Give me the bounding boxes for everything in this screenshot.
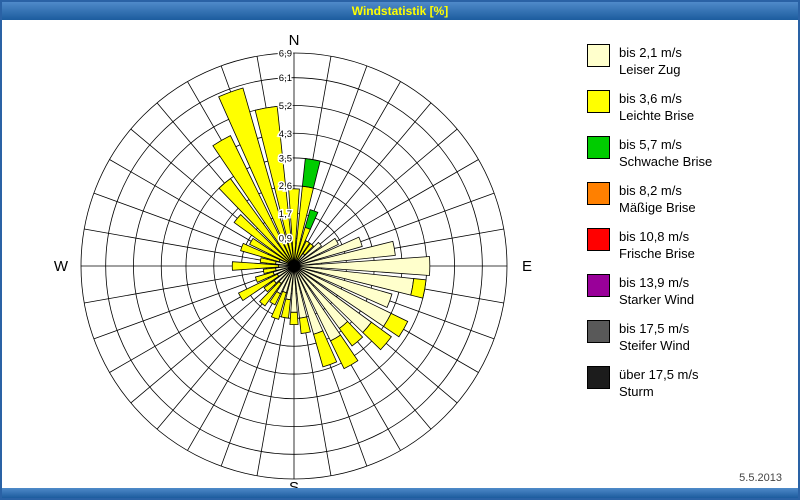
legend-wind-name: Leiser Zug	[619, 62, 681, 77]
legend-item: bis 17,5 m/s Steifer Wind	[587, 320, 712, 354]
legend-color-swatch	[587, 274, 610, 297]
legend-color-swatch	[587, 182, 610, 205]
legend-label: bis 5,7 m/s Schwache Brise	[619, 136, 712, 170]
legend-speed-range: über 17,5 m/s	[619, 367, 699, 382]
legend-wind-name: Sturm	[619, 384, 654, 399]
legend-speed-range: bis 5,7 m/s	[619, 137, 682, 152]
svg-text:2,6: 2,6	[279, 181, 292, 192]
legend-label: über 17,5 m/s Sturm	[619, 366, 699, 400]
legend-item: über 17,5 m/s Sturm	[587, 366, 712, 400]
legend-color-swatch	[587, 90, 610, 113]
legend-wind-name: Mäßige Brise	[619, 200, 696, 215]
legend-wind-name: Leichte Brise	[619, 108, 695, 123]
legend-label: bis 13,9 m/s Starker Wind	[619, 274, 694, 308]
legend-speed-range: bis 3,6 m/s	[619, 91, 682, 106]
legend-item: bis 10,8 m/s Frische Brise	[587, 228, 712, 262]
legend-speed-range: bis 10,8 m/s	[619, 229, 690, 244]
svg-text:4,3: 4,3	[279, 129, 292, 140]
legend-speed-range: bis 17,5 m/s	[619, 321, 690, 336]
window-title: Windstatistik [%]	[351, 4, 449, 18]
window-titlebar: Windstatistik [%]	[2, 2, 798, 20]
svg-text:W: W	[54, 258, 69, 275]
legend-speed-range: bis 8,2 m/s	[619, 183, 682, 198]
legend-item: bis 8,2 m/s Mäßige Brise	[587, 182, 712, 216]
svg-text:N: N	[289, 32, 300, 49]
legend-color-swatch	[587, 44, 610, 67]
legend-label: bis 10,8 m/s Frische Brise	[619, 228, 695, 262]
legend-color-swatch	[587, 136, 610, 159]
wind-speed-legend: bis 2,1 m/s Leiser Zug bis 3,6 m/s Leich…	[587, 44, 712, 412]
legend-label: bis 3,6 m/s Leichte Brise	[619, 90, 694, 124]
legend-color-swatch	[587, 228, 610, 251]
svg-text:6,1: 6,1	[279, 73, 292, 84]
date-stamp: 5.5.2013	[739, 472, 782, 484]
legend-wind-name: Starker Wind	[619, 292, 695, 307]
legend-label: bis 17,5 m/s Steifer Wind	[619, 320, 690, 354]
window-bottombar	[2, 488, 798, 498]
legend-color-swatch	[587, 320, 610, 343]
svg-text:5,2: 5,2	[279, 101, 292, 112]
legend-color-swatch	[587, 366, 610, 389]
svg-text:3,5: 3,5	[279, 153, 292, 164]
legend-item: bis 5,7 m/s Schwache Brise	[587, 136, 712, 170]
legend-wind-name: Steifer Wind	[619, 338, 690, 353]
legend-wind-name: Frische Brise	[619, 246, 695, 261]
legend-item: bis 2,1 m/s Leiser Zug	[587, 44, 712, 78]
svg-text:S: S	[289, 479, 299, 492]
legend-wind-name: Schwache Brise	[619, 154, 713, 169]
svg-text:E: E	[522, 258, 532, 275]
svg-text:6,9: 6,9	[279, 49, 292, 60]
legend-label: bis 2,1 m/s Leiser Zug	[619, 44, 682, 78]
legend-item: bis 13,9 m/s Starker Wind	[587, 274, 712, 308]
svg-text:0,9: 0,9	[279, 234, 292, 245]
legend-label: bis 8,2 m/s Mäßige Brise	[619, 182, 696, 216]
legend-speed-range: bis 13,9 m/s	[619, 275, 690, 290]
legend-item: bis 3,6 m/s Leichte Brise	[587, 90, 712, 124]
legend-speed-range: bis 2,1 m/s	[619, 45, 682, 60]
svg-text:1,7: 1,7	[279, 209, 292, 220]
windrose-chart: 0,9 1,7 2,6 3,5 4,3 5,2 6,1 6,9N S W E	[54, 32, 532, 492]
